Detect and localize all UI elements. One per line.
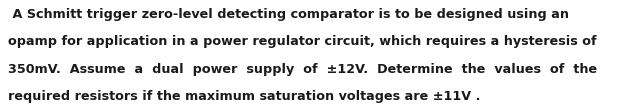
Text: 350mV.  Assume  a  dual  power  supply  of  ±12V.  Determine  the  values  of  t: 350mV. Assume a dual power supply of ±12… (8, 63, 597, 76)
Text: A Schmitt trigger zero-level detecting comparator is to be designed using an: A Schmitt trigger zero-level detecting c… (8, 8, 569, 21)
Text: required resistors if the maximum saturation voltages are ±11V .: required resistors if the maximum satura… (8, 90, 480, 103)
Text: opamp for application in a power regulator circuit, which requires a hysteresis : opamp for application in a power regulat… (8, 35, 596, 48)
